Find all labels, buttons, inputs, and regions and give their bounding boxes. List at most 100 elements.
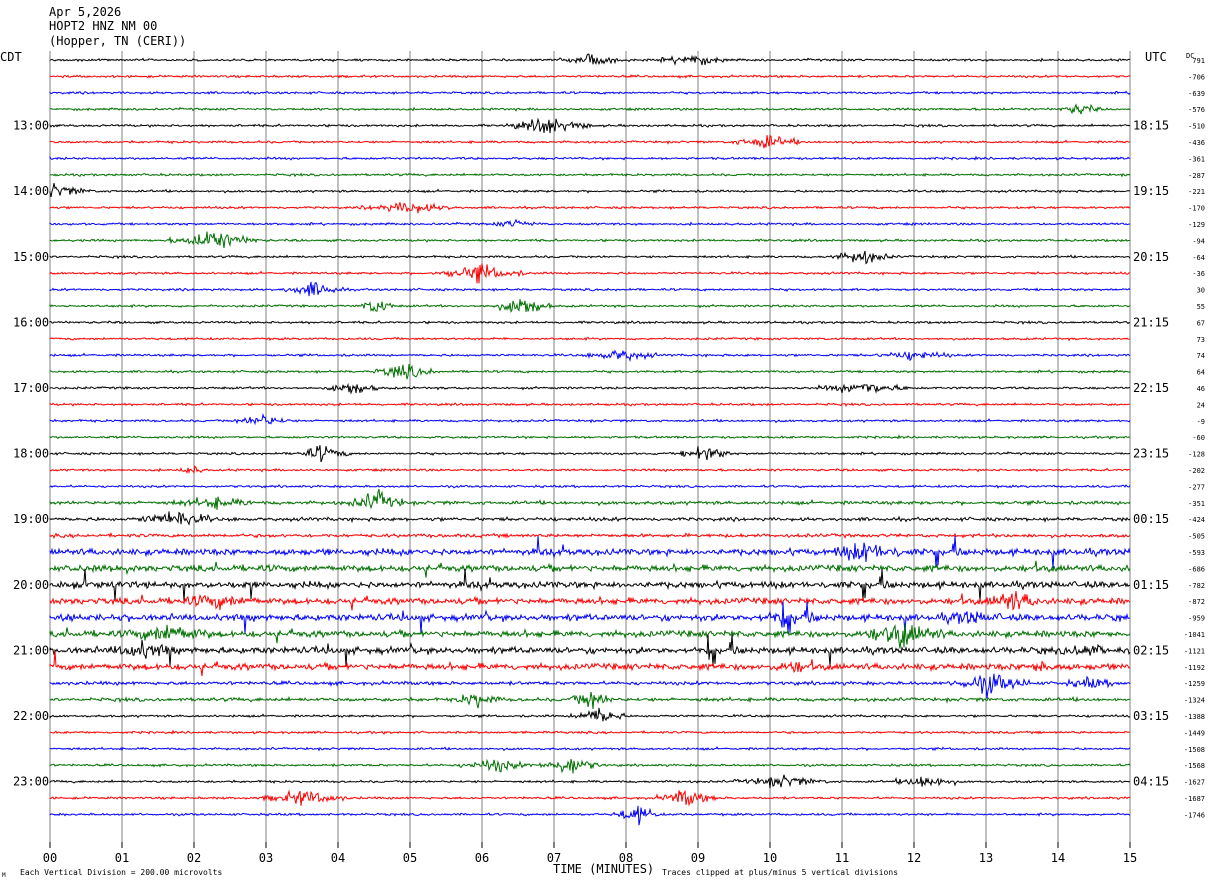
trace-line [49, 218, 1131, 228]
vertical-grid [49, 51, 1131, 848]
trace-line [49, 560, 1131, 578]
right-hour-label: 23:15 [1133, 447, 1169, 461]
dc-offset-label: -686 [1188, 565, 1205, 573]
trace-line [49, 382, 1131, 395]
trace-line [49, 758, 1131, 774]
trace-line [49, 103, 1131, 115]
trace-line [49, 412, 1131, 426]
trace-line [49, 53, 1131, 66]
trace-line [49, 729, 1131, 735]
x-axis-title: TIME (MINUTES) [553, 862, 654, 876]
dc-offset-label: 73 [1197, 336, 1205, 344]
trace-line [49, 789, 1131, 807]
dc-offset-label: -1568 [1184, 762, 1205, 770]
dc-offset-label: -170 [1188, 205, 1205, 213]
trace-line [49, 707, 1131, 722]
dc-offset-label: 791 [1192, 57, 1205, 65]
trace-group [49, 53, 1131, 826]
x-tick-label: 09 [691, 851, 705, 865]
right-hour-label: 18:15 [1133, 119, 1169, 133]
left-timezone-label: CDT [0, 50, 22, 64]
dc-offset-label: 74 [1197, 352, 1205, 360]
trace-line [49, 364, 1131, 380]
left-hour-label: 17:00 [13, 381, 49, 395]
dc-offset-label: -1687 [1184, 795, 1205, 803]
trace-line [49, 320, 1131, 325]
dc-offset-label: -361 [1188, 155, 1205, 163]
date-label: Apr 5,2026 [49, 5, 122, 19]
left-hour-label: 14:00 [13, 184, 49, 198]
right-hour-label: 03:15 [1133, 709, 1169, 723]
trace-line [49, 263, 1131, 284]
trace-line [49, 489, 1131, 510]
trace-line [49, 650, 1131, 677]
dc-offset-label: -1192 [1184, 664, 1205, 672]
trace-line [49, 336, 1131, 342]
station-label: HOPT2 HNZ NM 00 [49, 19, 158, 33]
dc-offset-label: -782 [1188, 582, 1205, 590]
dc-offset-label: -202 [1188, 467, 1205, 475]
trace-line [49, 691, 1131, 710]
dc-offset-label: -510 [1188, 123, 1205, 131]
x-tick-label: 01 [115, 851, 129, 865]
dc-offset-label: -1449 [1184, 729, 1205, 737]
left-hour-label: 16:00 [13, 315, 49, 329]
dc-offset-label: -351 [1188, 500, 1205, 508]
dc-offset-label: -576 [1188, 106, 1205, 114]
corner-mark: M [2, 872, 6, 879]
trace-line [49, 673, 1131, 699]
dc-offset-label: -128 [1188, 451, 1205, 459]
dc-offset-label: -64 [1192, 254, 1205, 262]
x-tick-label: 07 [547, 851, 561, 865]
dc-offset-label: -1627 [1184, 779, 1205, 787]
trace-line [49, 535, 1131, 569]
dc-offset-label: -1508 [1184, 746, 1205, 754]
trace-line [49, 74, 1131, 79]
trace-line [49, 484, 1131, 489]
trace-line [49, 231, 1131, 248]
right-hour-label: 22:15 [1133, 381, 1169, 395]
trace-line [49, 531, 1131, 540]
x-tick-label: 00 [43, 851, 57, 865]
dc-offset-label: -1388 [1184, 713, 1205, 721]
trace-line [49, 511, 1131, 526]
right-hour-label: 00:15 [1133, 512, 1169, 526]
dc-offset-label: -639 [1188, 90, 1205, 98]
x-tick-label: 05 [403, 851, 417, 865]
clip-note: Traces clipped at plus/minus 5 vertical … [662, 868, 898, 877]
dc-offset-label: -129 [1188, 221, 1205, 229]
left-hour-label: 21:00 [13, 643, 49, 657]
trace-line [49, 90, 1131, 96]
trace-line [49, 568, 1131, 601]
dc-offset-label: 24 [1197, 401, 1205, 409]
dc-offset-label: -959 [1188, 615, 1205, 623]
trace-line [49, 401, 1131, 407]
left-hour-label: 13:00 [13, 119, 49, 133]
right-hour-label: 19:15 [1133, 184, 1169, 198]
x-tick-label: 04 [331, 851, 345, 865]
trace-line [49, 634, 1131, 667]
dc-offset-label: -60 [1192, 434, 1205, 442]
trace-line [49, 250, 1131, 265]
x-tick-label: 15 [1123, 851, 1137, 865]
trace-line [49, 117, 1131, 134]
right-hour-label: 21:15 [1133, 315, 1169, 329]
right-timezone-label: UTC [1145, 50, 1167, 64]
x-tick-label: 11 [835, 851, 849, 865]
dc-offset-label: -94 [1192, 237, 1205, 245]
trace-line [49, 134, 1131, 149]
dc-offset-label: -1041 [1184, 631, 1205, 639]
trace-line [49, 805, 1131, 826]
trace-line [49, 591, 1131, 611]
trace-line [49, 172, 1131, 178]
x-tick-label: 08 [619, 851, 633, 865]
trace-line [49, 155, 1131, 161]
x-tick-label: 02 [187, 851, 201, 865]
dc-offset-label: -424 [1188, 516, 1205, 524]
left-hour-label: 15:00 [13, 250, 49, 264]
left-hour-label: 19:00 [13, 512, 49, 526]
dc-offset-label: 46 [1197, 385, 1205, 393]
dc-offset-label: -9 [1197, 418, 1205, 426]
dc-header-label: DC [1186, 52, 1194, 60]
